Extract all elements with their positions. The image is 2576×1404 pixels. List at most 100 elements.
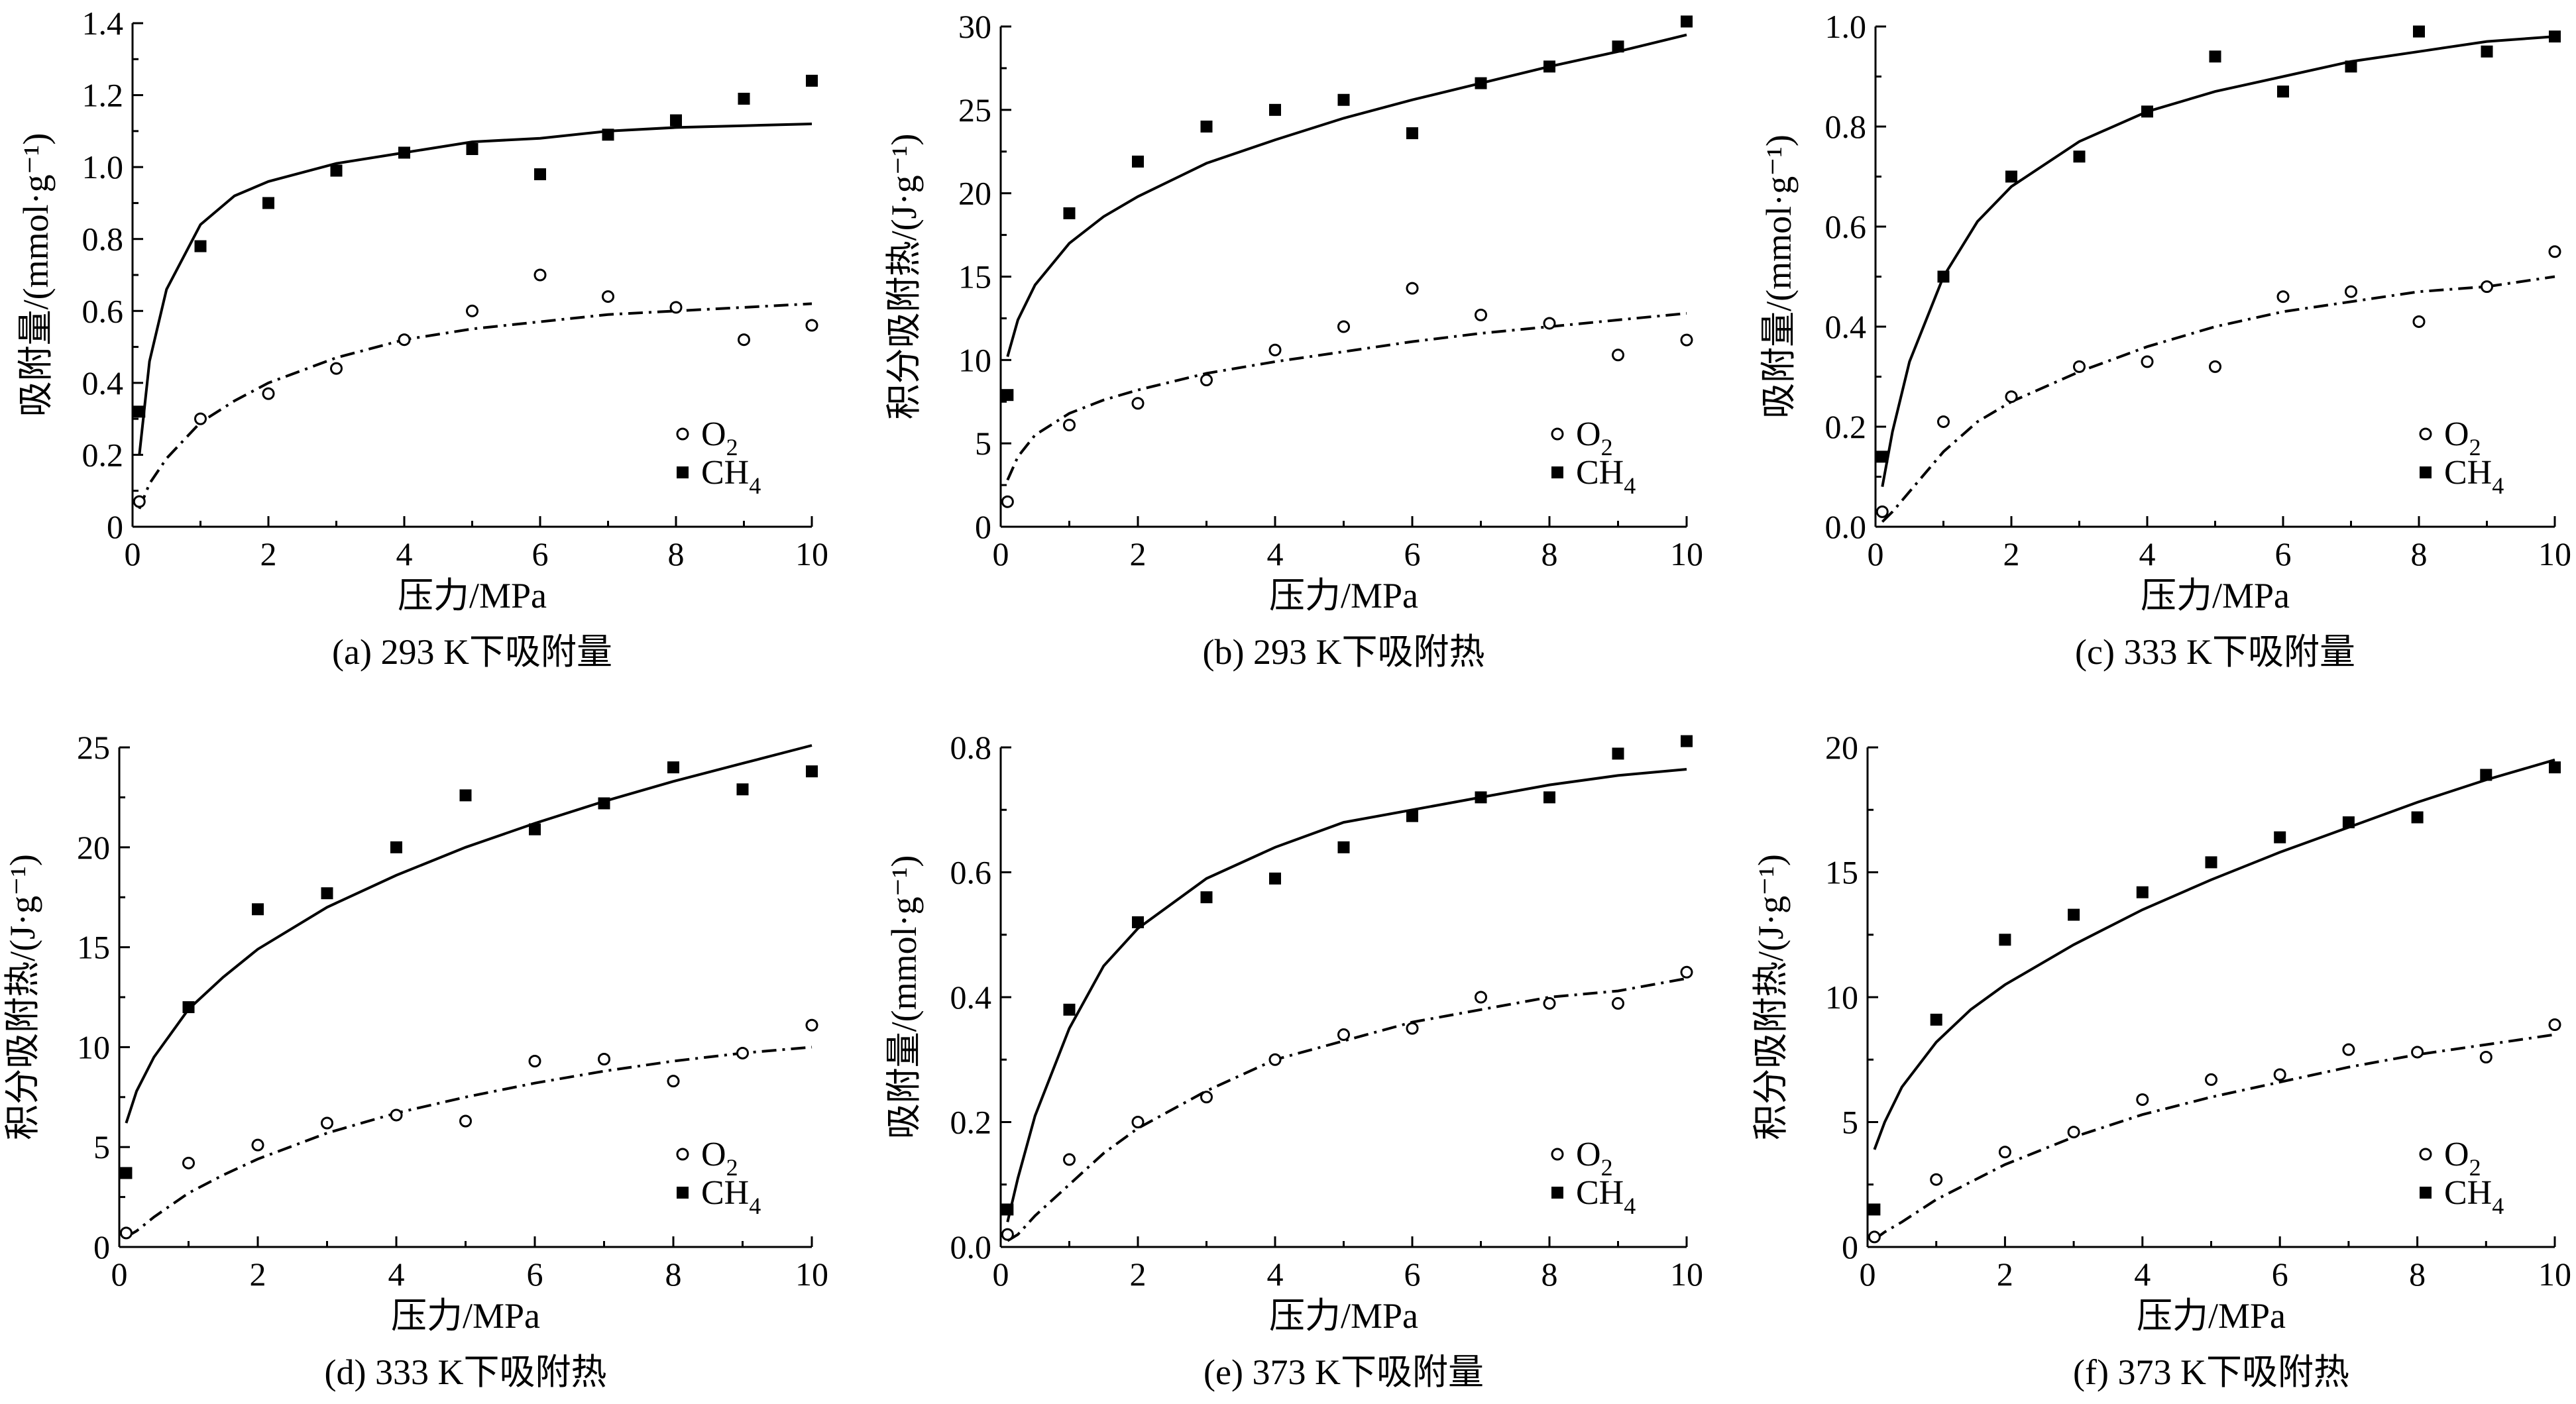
o2-data-point xyxy=(736,1046,749,1059)
x-tick-label: 10 xyxy=(2538,1256,2571,1293)
o2-fit-curve xyxy=(1874,1033,2555,1241)
x-tick-label: 8 xyxy=(1541,1256,1558,1293)
ch4-data-point xyxy=(2274,831,2286,843)
x-tick-label: 8 xyxy=(668,535,685,572)
o2-fit-curve xyxy=(1006,311,1687,481)
x-tick-label: 4 xyxy=(2139,535,2156,572)
ch4-fit-curve xyxy=(1006,33,1687,357)
x-tick-label: 2 xyxy=(2003,535,2020,572)
ch4-data-point xyxy=(1406,127,1418,140)
legend-ch4-marker xyxy=(677,466,689,478)
ch4-data-point xyxy=(398,146,410,159)
x-tick-label: 0 xyxy=(125,535,141,572)
o2-data-point xyxy=(2136,1093,2149,1107)
ch4-data-point xyxy=(2005,170,2017,183)
y-tick-label: 0 xyxy=(107,508,123,545)
o2-data-point xyxy=(2273,1068,2286,1081)
o2-data-point xyxy=(1868,1230,1881,1244)
o2-data-point xyxy=(598,1052,610,1065)
y-tick-label: 0.6 xyxy=(82,292,124,329)
y-axis-label: 吸附量/(mmol·g⁻¹) xyxy=(16,133,56,417)
o2-data-point xyxy=(1543,317,1556,330)
y-tick-label: 0.2 xyxy=(950,1104,992,1141)
ch4-data-point xyxy=(806,74,818,87)
ch4-data-point xyxy=(667,761,679,774)
ch4-data-point xyxy=(330,164,343,177)
o2-data-point xyxy=(459,1114,472,1128)
x-tick-label: 10 xyxy=(2538,535,2571,572)
ch4-data-point xyxy=(1475,791,1487,804)
legend-ch4-marker xyxy=(2420,466,2432,478)
o2-data-point xyxy=(2205,1073,2217,1086)
panel-caption: (e) 373 K下吸附量 xyxy=(1204,1352,1484,1392)
ch4-data-point xyxy=(598,797,610,810)
x-tick-label: 6 xyxy=(2272,1256,2288,1293)
o2-data-point xyxy=(1937,415,1950,428)
o2-data-point xyxy=(1406,1022,1419,1035)
o2-data-point xyxy=(2141,355,2154,368)
legend-o2-label: O2 xyxy=(2444,1136,2481,1181)
o2-data-point xyxy=(1406,282,1419,295)
x-tick-label: 0 xyxy=(1860,1256,1876,1293)
ch4-data-point xyxy=(2549,761,2561,774)
ch4-data-point xyxy=(1200,121,1213,133)
o2-fit-curve xyxy=(125,1046,812,1238)
o2-data-point xyxy=(2548,1018,2561,1031)
legend-o2-marker xyxy=(676,427,689,441)
x-tick-label: 8 xyxy=(2409,1256,2426,1293)
ch4-data-point xyxy=(534,168,546,180)
x-tick-label: 10 xyxy=(795,1256,828,1293)
x-tick-label: 2 xyxy=(260,535,277,572)
o2-data-point xyxy=(1063,1153,1076,1166)
y-tick-label: 1.2 xyxy=(82,77,124,114)
o2-data-point xyxy=(1268,343,1282,356)
y-tick-label: 1.0 xyxy=(1825,8,1867,45)
ch4-data-point xyxy=(1269,872,1281,885)
o2-data-point xyxy=(1268,1053,1282,1066)
o2-data-point xyxy=(669,301,683,314)
legend-ch4-label: CH4 xyxy=(1576,1174,1636,1219)
y-tick-label: 0 xyxy=(93,1228,110,1266)
ch4-data-point xyxy=(806,765,818,778)
ch4-data-point xyxy=(1681,15,1693,28)
x-tick-label: 4 xyxy=(1267,1256,1284,1293)
legend-o2-label: O2 xyxy=(1576,1136,1613,1181)
legend-o2-marker xyxy=(1551,1148,1564,1161)
ch4-data-point xyxy=(1999,934,2011,946)
y-tick-label: 0 xyxy=(975,508,991,545)
o2-data-point xyxy=(466,304,478,317)
ch4-data-point xyxy=(1868,1203,1881,1216)
x-tick-label: 8 xyxy=(2411,535,2428,572)
y-tick-label: 0.8 xyxy=(82,221,124,258)
x-tick-label: 6 xyxy=(1404,535,1421,572)
y-tick-label: 0.0 xyxy=(950,1228,992,1266)
y-axis-label: 吸附量/(mmol·g⁻¹) xyxy=(884,855,924,1140)
o2-data-point xyxy=(321,1116,333,1130)
x-tick-label: 4 xyxy=(396,535,413,572)
legend-o2-marker xyxy=(1551,427,1564,441)
ch4-fit-curve xyxy=(1006,768,1687,1222)
panel-caption: (d) 333 K下吸附热 xyxy=(325,1352,607,1392)
panel-a: 0 2 4 6 8 10 0 0.2 0.4 0.6 0.8 1.0 1.2 1.4 压力/MPa 吸附量/(… xyxy=(16,5,828,672)
o2-data-point xyxy=(1131,1116,1145,1128)
ch4-fit-curve xyxy=(138,123,812,455)
ch4-data-point xyxy=(1681,735,1693,747)
x-axis-label: 压力/MPa xyxy=(391,1296,540,1336)
legend-o2-label: O2 xyxy=(701,415,738,460)
ch4-data-point xyxy=(252,903,264,916)
ch4-data-point xyxy=(1001,1203,1014,1216)
legend-o2-label: O2 xyxy=(2444,415,2481,460)
panel-e: 0 2 4 6 8 10 0.0 0.2 0.4 0.6 0.8 压力/MPa 吸附量/(mmol·g⁻… xyxy=(884,729,1703,1392)
o2-data-point xyxy=(602,290,614,303)
legend-ch4-label: CH4 xyxy=(701,1174,761,1219)
y-tick-label: 5 xyxy=(1842,1104,1858,1141)
panel-f: 0 2 4 6 8 10 0 5 10 15 20 压力/MPa 积分吸附热/(J·g⁻¹) (f) 37… xyxy=(1751,729,2571,1392)
o2-data-point xyxy=(2479,1050,2492,1063)
o2-data-point xyxy=(2067,1126,2080,1139)
y-tick-label: 30 xyxy=(958,8,991,45)
o2-data-point xyxy=(2005,390,2018,404)
ch4-data-point xyxy=(1001,389,1014,402)
o2-data-point xyxy=(1200,374,1213,387)
ch4-data-point xyxy=(2413,25,2425,38)
ch4-data-point xyxy=(466,143,478,155)
